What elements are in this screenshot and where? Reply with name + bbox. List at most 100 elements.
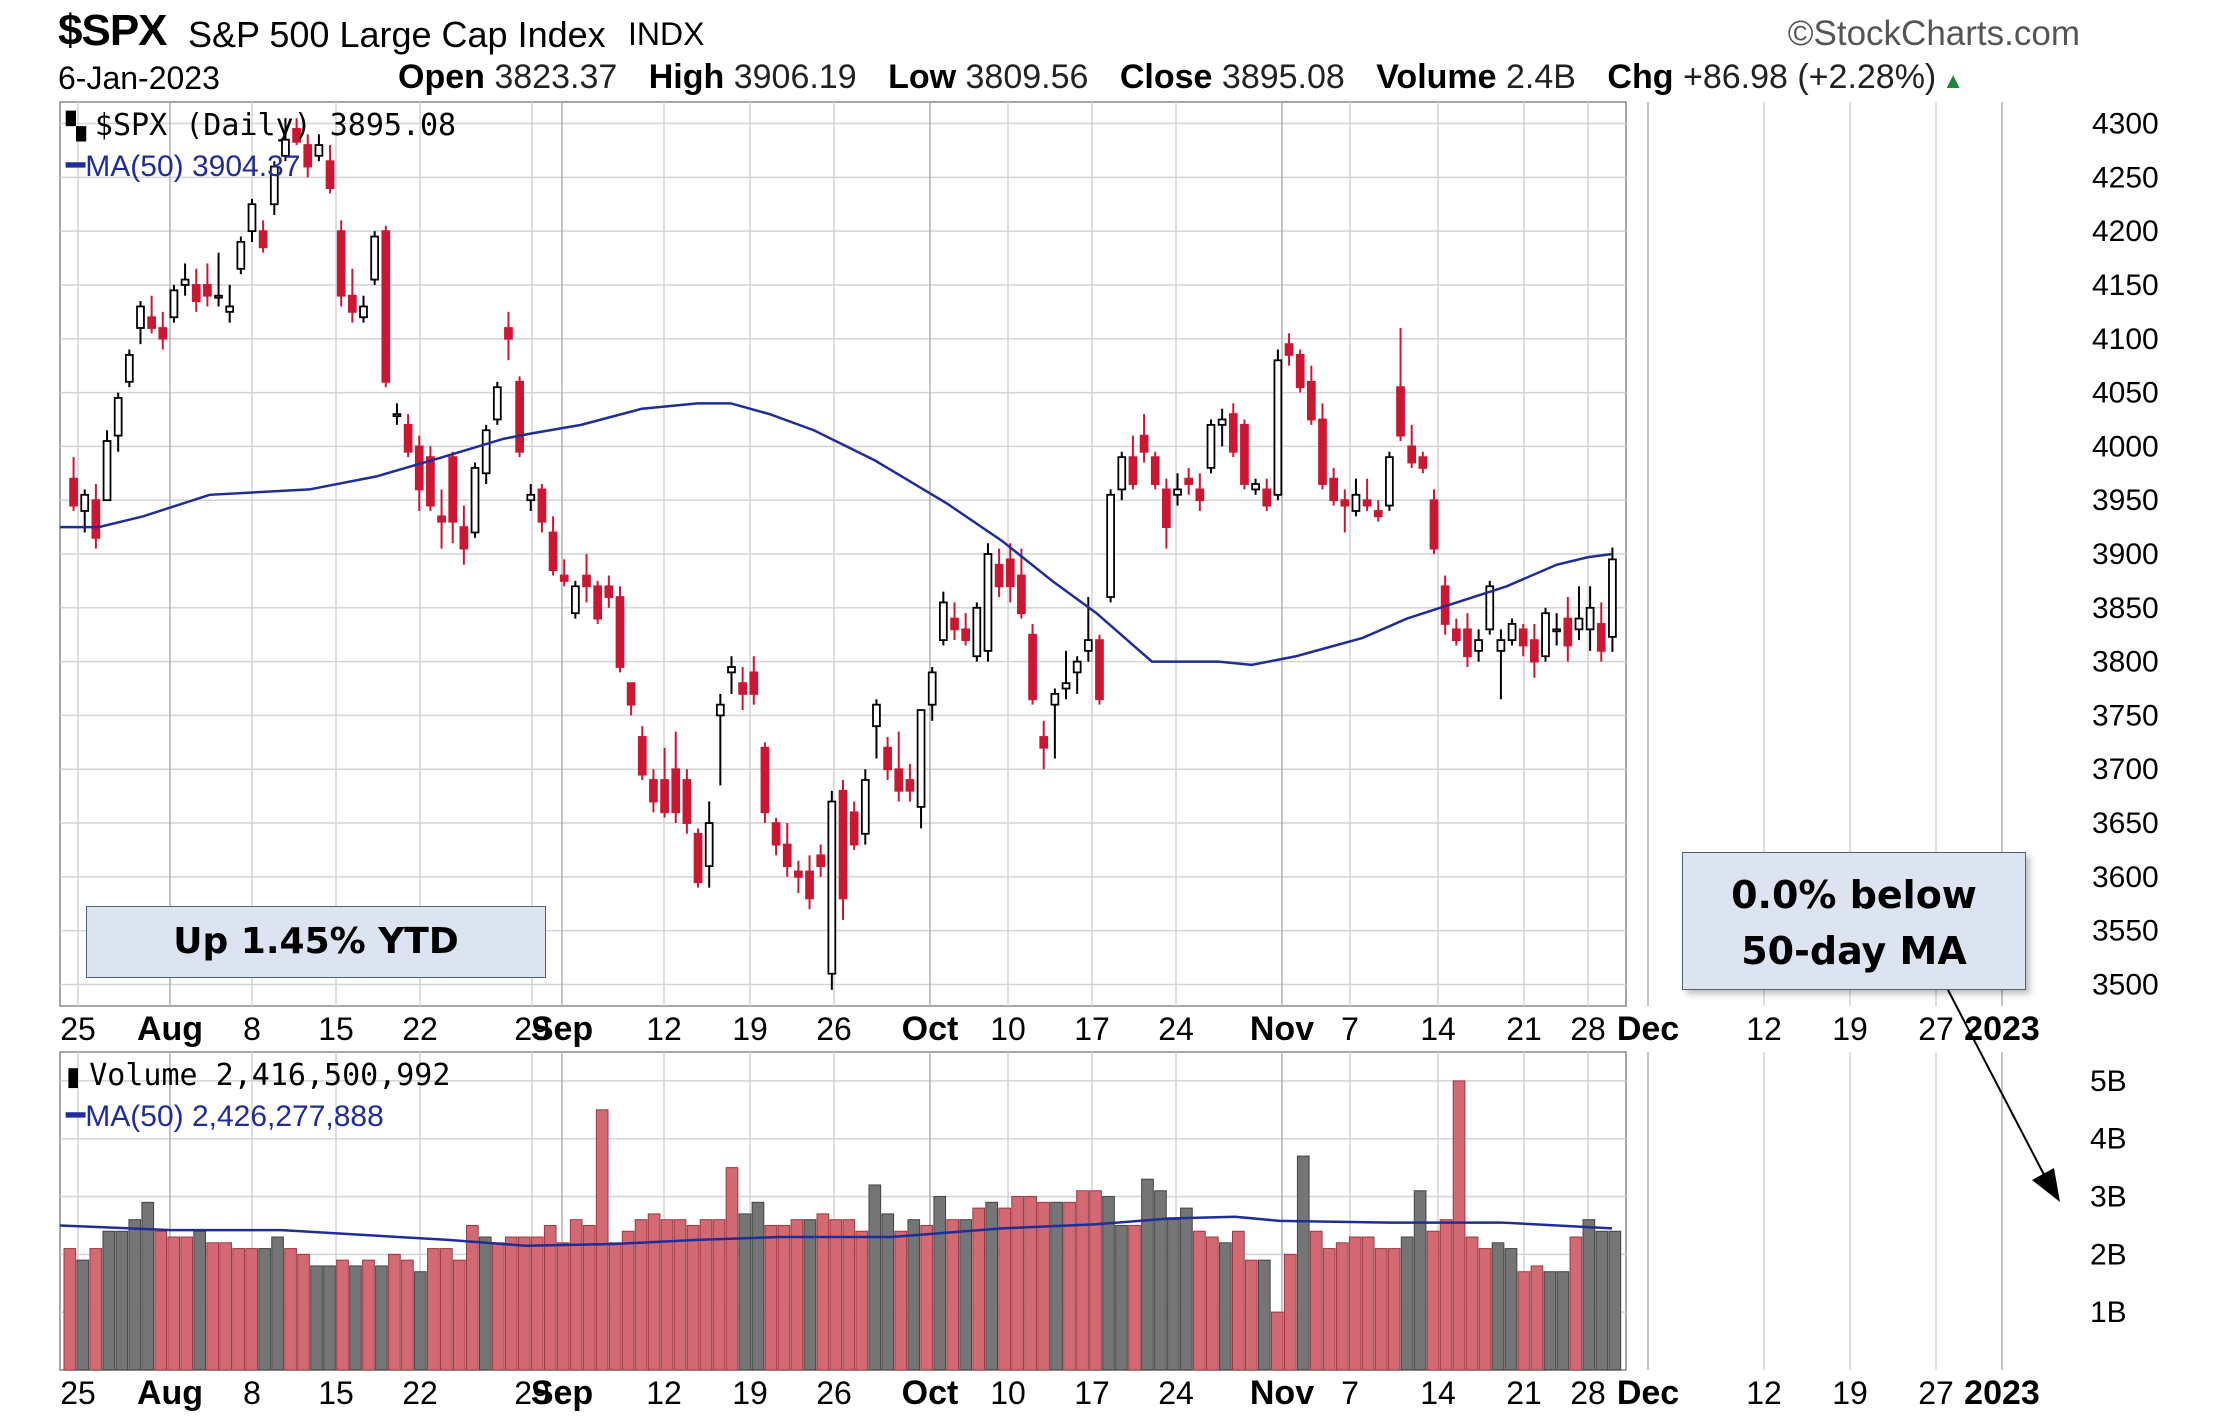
price-tick-label: 4150 [2092,269,2159,302]
candle [1574,586,1584,641]
candle [794,860,803,893]
candle-body [1340,499,1350,507]
volume-bar [115,1230,129,1371]
x-tick-label: 17 [1074,1011,1110,1047]
candle-body [1295,354,1305,389]
ohlc-strip: Open 3823.37 High 3906.19 Low 3809.56 Cl… [398,58,1964,97]
x-tick-label: 24 [1158,1011,1194,1047]
x-tick-label: 2023 [1964,1374,2040,1412]
volume-bar [894,1230,908,1371]
copyright-text[interactable]: ©StockCharts.com [1787,14,2080,53]
candle-body [1072,660,1082,674]
volume-bar [1400,1236,1414,1371]
candle-body [1541,612,1550,658]
volume-bar [751,1201,765,1371]
candle [113,392,123,452]
candle-body [671,768,681,814]
candle-body [392,413,402,417]
candle [492,381,502,425]
candle-body [727,666,736,674]
candle-body [1563,617,1573,647]
candle [827,790,837,990]
candle-body [1083,639,1093,652]
x-tick-label: 28 [1570,1375,1606,1411]
candle [582,554,591,603]
volume-bar [1180,1207,1193,1371]
candle [247,198,257,242]
x-tick-label: 27 [1918,1011,1954,1047]
x-tick-label: 19 [1832,1011,1868,1047]
candle-body [381,230,391,383]
x-tick-label: 28 [1570,1011,1606,1047]
ma-line-icon: ━ [66,147,86,183]
candle-body [883,746,892,771]
candle [571,580,580,619]
x-tick-label: 22 [402,1011,438,1047]
volume-bar [1283,1253,1297,1371]
candle-body [849,811,859,846]
x-tick-label: 2023 [1964,1010,2040,1048]
volume-bar [595,1109,609,1371]
candle-body [1206,423,1216,469]
candle-body [1385,456,1394,507]
candle-body [1005,558,1015,588]
candle [1206,419,1216,474]
candle [1262,478,1272,511]
candle-body [1217,418,1227,426]
candle [1228,403,1238,458]
candle [147,295,156,334]
volume-bar [89,1248,103,1371]
price-ma-legend: ━MA(50) 3904.37 [66,146,300,184]
volume-bar [1478,1248,1492,1371]
volume-bar [1128,1224,1141,1371]
callout-arrowhead [2032,1168,2060,1202]
price-tick-label: 3850 [2092,592,2159,625]
volume-bar [1556,1271,1570,1371]
x-tick-label: 12 [646,1011,682,1047]
volume-bar [388,1253,401,1371]
candle [214,252,223,307]
volume-bar [803,1219,817,1371]
volume-bar [427,1248,440,1371]
candle [1407,424,1417,468]
candle [1128,435,1138,490]
candle [1563,597,1573,662]
x-tick-label: 19 [1832,1375,1868,1411]
candle-body [939,601,948,641]
candle [1585,586,1595,651]
candle-body [303,144,313,168]
volume-bar [1335,1242,1349,1371]
candle [905,763,915,802]
candle [180,263,190,296]
volume-bar [933,1196,947,1371]
chg-label: Chg [1607,58,1674,96]
candle [102,430,112,502]
candle [1329,467,1339,506]
candle-body [347,294,357,313]
candle-body [559,574,569,582]
volume-bar [1348,1236,1362,1371]
candle-body [1306,380,1316,421]
candle-body [158,327,168,340]
volume-bar [985,1201,999,1371]
volume-bar [1270,1311,1284,1371]
volume-bar [154,1230,168,1371]
volume-bar [465,1224,479,1371]
candle-body [247,203,257,233]
candle [281,118,290,162]
ytd-callout: Up 1.45% YTD [86,906,546,978]
volume-bar [1322,1248,1336,1371]
candle-body [1351,493,1361,512]
candle-body [1485,585,1495,631]
candle [1362,478,1372,511]
candle-body [336,230,346,297]
candle [1596,602,1606,662]
candle-body [838,789,848,900]
price-tick-label: 4000 [2092,430,2159,463]
candle [1072,656,1082,694]
up-triangle-icon: ▲ [1942,68,1965,93]
candle-body [1262,488,1272,507]
candle-body [1028,633,1037,701]
volume-legend-series: Volume 2,416,500,992 [89,1058,451,1093]
